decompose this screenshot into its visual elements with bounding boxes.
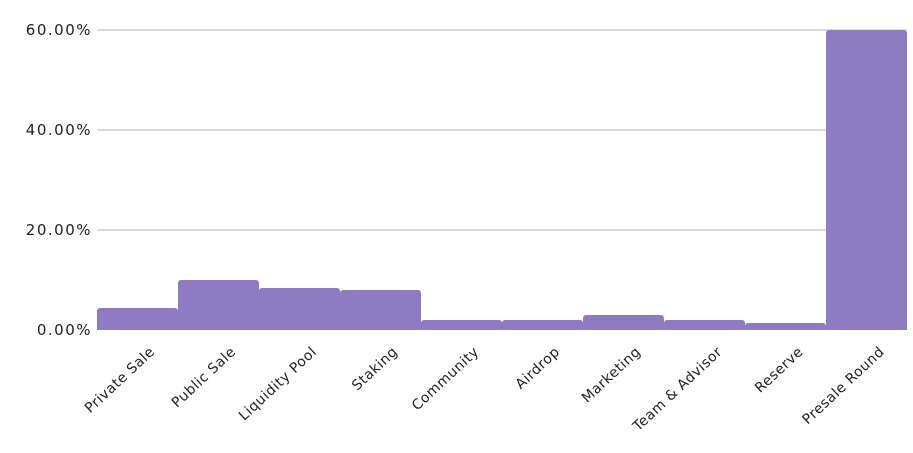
y-tick-label: 20.00% [25, 221, 92, 239]
y-tick-label: 40.00% [25, 121, 92, 139]
gridline-60 [97, 29, 907, 31]
gridline-40 [97, 129, 907, 131]
bar-liquidity-pool [259, 287, 340, 330]
bar-community [421, 320, 502, 330]
bar-airdrop [502, 320, 583, 330]
gridline-20 [97, 229, 907, 231]
x-tick-label-marketing: Marketing [579, 344, 645, 407]
y-tick-label: 0.00% [36, 321, 92, 339]
bar-marketing [583, 315, 664, 330]
bar-presale-round [826, 30, 907, 330]
x-tick-label-private-sale: Private Sale [82, 344, 159, 417]
bar-reserve [745, 322, 826, 330]
x-tick-label-community: Community [408, 344, 483, 415]
x-tick-label-presale-round: Presale Round [799, 344, 888, 428]
bar-public-sale [178, 280, 259, 330]
bar-private-sale [97, 307, 178, 330]
bar-staking [340, 290, 421, 330]
x-tick-label-team-advisor: Team & Advisor [629, 344, 726, 435]
x-tick-label-liquidity-pool: Liquidity Pool [236, 344, 321, 425]
x-tick-label-staking: Staking [349, 344, 402, 395]
x-tick-label-public-sale: Public Sale [168, 344, 240, 412]
x-tick-label-reserve: Reserve [751, 344, 807, 397]
bar-team-advisor [664, 320, 745, 330]
x-tick-label-airdrop: Airdrop [512, 344, 564, 393]
y-tick-label: 60.00% [25, 21, 92, 39]
